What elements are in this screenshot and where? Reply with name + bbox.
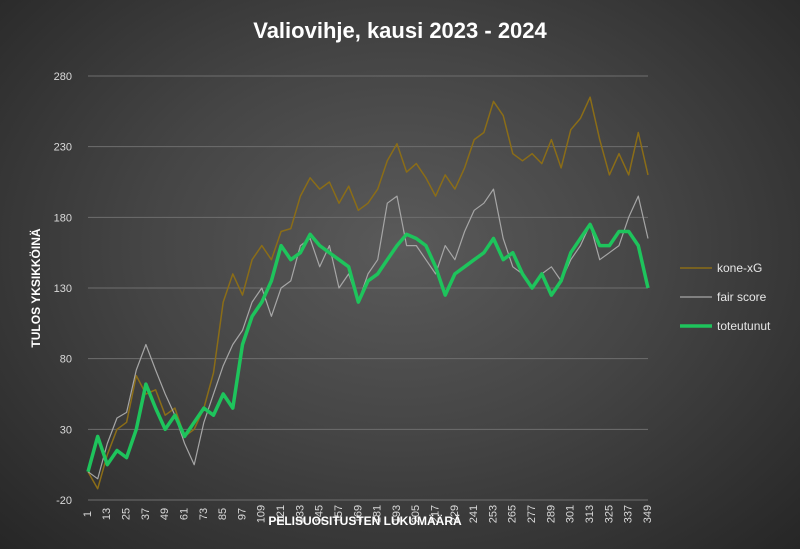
x-tick-label: 277 [526,505,538,523]
x-tick-label: 109 [256,505,268,523]
y-tick-label: 180 [54,212,72,224]
x-tick-label: 205 [410,505,422,523]
x-axis-title: PELISUOSITUSTEN LUKUMÄÄRÄ [268,513,462,528]
legend-label: kone-xG [717,261,762,275]
x-tick-label: 325 [603,505,615,523]
legend-label: fair score [717,290,767,304]
x-tick-label: 97 [236,508,248,520]
x-tick-label: 133 [294,505,306,523]
legend-item: fair score [680,290,767,304]
y-tick-label: -20 [56,495,72,507]
x-tick-label: 181 [372,505,384,523]
x-tick-label: 25 [121,508,133,520]
legend-label: toteutunut [717,319,771,333]
series-lines [86,96,650,490]
x-tick-label: 253 [487,505,499,523]
series-line-fair-score [87,188,649,480]
x-tick-label: 121 [275,505,287,523]
x-tick-label: 169 [352,505,364,523]
legend-item: toteutunut [680,319,771,333]
x-tick-label: 265 [507,505,519,523]
x-tick-label: 193 [391,505,403,523]
y-tick-label: 80 [60,354,72,366]
x-tick-label: 157 [333,505,345,523]
x-tick-label: 37 [140,508,152,520]
series-line-kone-xG [87,96,649,490]
y-axis-title: TULOS YKSIKKÖINÄ [28,228,43,347]
x-tick-label: 49 [159,508,171,520]
legend-item: kone-xG [680,261,762,275]
y-tick-label: 30 [60,424,72,436]
x-tick-label: 1 [82,511,94,517]
y-tick-label: 280 [54,71,72,83]
chart-title: Valiovihje, kausi 2023 - 2024 [253,18,547,43]
x-tick-label: 217 [429,505,441,523]
x-tick-label: 85 [217,508,229,520]
x-tick-label: 145 [314,505,326,523]
x-axis-ticks: 1 13 25 37 49 61 73 85 97 109 121 133 145 157 169 181 19… [82,505,654,523]
x-tick-label: 301 [565,505,577,523]
x-tick-label: 61 [178,508,190,520]
x-tick-label: 289 [545,505,557,523]
y-tick-label: 230 [54,142,72,154]
x-tick-label: 241 [468,505,480,523]
x-tick-label: 337 [623,505,635,523]
x-tick-label: 13 [101,508,113,520]
y-axis-ticks: -20 30 80 130 180 230 280 [54,71,72,507]
x-tick-label: 313 [584,505,596,523]
x-tick-label: 229 [449,505,461,523]
x-tick-label: 349 [642,505,654,523]
series-line-toteutunut [86,222,650,473]
y-tick-label: 130 [54,283,72,295]
legend: kone-xG fair score toteutunut [680,261,771,333]
x-tick-label: 73 [198,508,210,520]
gridlines [88,75,648,501]
